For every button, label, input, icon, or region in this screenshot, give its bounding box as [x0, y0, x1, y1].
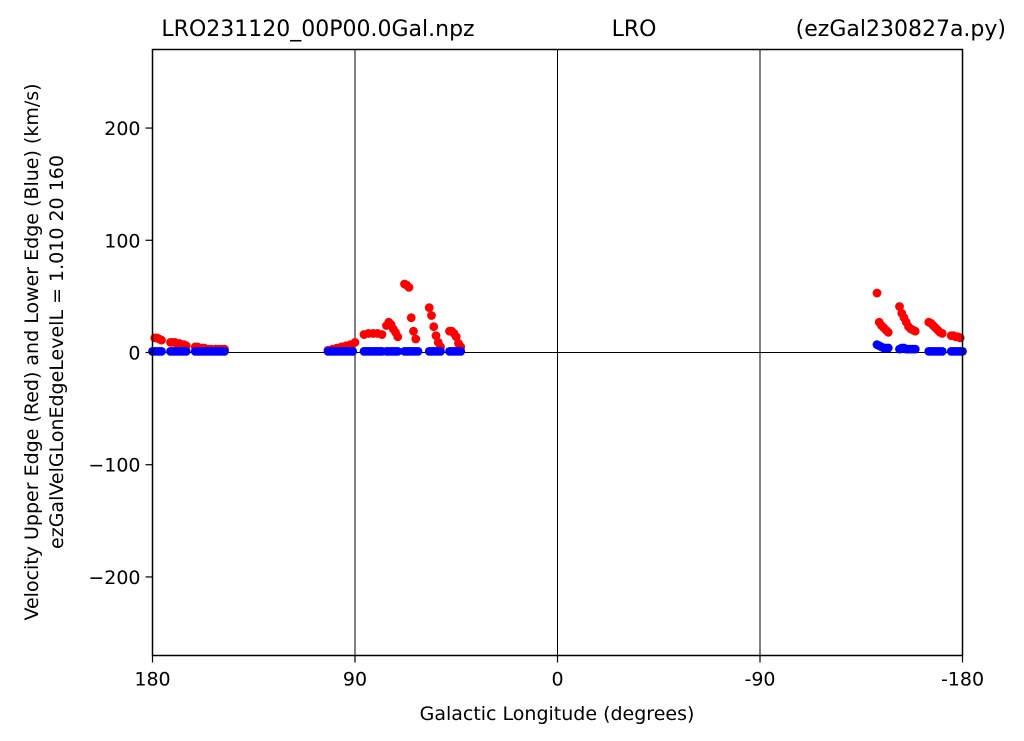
data-point — [350, 338, 360, 347]
axis-ticks: 180 90 0 -90 -180 200 100 0 −100 −200 — [88, 118, 984, 690]
x-tick-label: 90 — [343, 669, 367, 691]
data-point — [937, 329, 947, 338]
data-point — [436, 346, 445, 356]
data-point — [937, 346, 947, 356]
data-point — [406, 313, 416, 323]
title-script: (ezGal230827a.py) — [796, 17, 1006, 42]
data-point — [393, 346, 403, 356]
data-point — [181, 346, 191, 356]
data-point — [910, 326, 920, 336]
data-point — [955, 333, 965, 343]
data-point — [411, 334, 421, 344]
chart-title: LRO231120_00P00.0Gal.npz LRO (ezGal23082… — [161, 17, 1006, 42]
data-point — [872, 288, 882, 298]
data-point — [348, 346, 358, 356]
data-point — [220, 346, 229, 356]
data-point — [883, 327, 893, 337]
y-tick-label: −100 — [88, 455, 140, 477]
plot-frame — [151, 48, 964, 657]
x-axis-title: Galactic Longitude (degrees) — [420, 703, 695, 725]
data-point — [456, 346, 466, 356]
data-point — [157, 335, 166, 345]
title-filename: LRO231120_00P00.0Gal.npz — [161, 17, 474, 42]
data-point — [157, 346, 166, 356]
data-point — [883, 343, 893, 353]
title-station: LRO — [612, 17, 657, 42]
data-point — [427, 311, 436, 320]
x-tick-label: 0 — [551, 669, 563, 691]
y-axis-title-line2: ezGalVelGLonEdgeLevelL = 1.010 20 160 — [46, 155, 68, 549]
y-tick-label: −200 — [88, 567, 140, 589]
x-tick-label: -90 — [744, 669, 775, 691]
data-point — [431, 331, 441, 341]
x-tick-label: -180 — [941, 669, 984, 691]
y-tick-label: 200 — [104, 118, 140, 140]
data-point — [429, 322, 439, 332]
reference-lines — [152, 49, 963, 656]
y-tick-label: 100 — [104, 230, 140, 252]
x-tick-label: 180 — [134, 669, 170, 691]
data-point — [895, 302, 904, 311]
data-point — [393, 332, 403, 342]
data-point — [910, 344, 920, 354]
y-tick-label: 0 — [128, 343, 140, 365]
data-point — [413, 346, 423, 356]
data-point — [451, 332, 461, 342]
data-point — [404, 283, 414, 292]
data-point — [377, 330, 387, 339]
y-axis-title-line1: Velocity Upper Edge (Red) and Lower Edge… — [21, 83, 43, 620]
y-axis-title: Velocity Upper Edge (Red) and Lower Edge… — [21, 83, 68, 620]
data-point — [409, 326, 418, 336]
data-point — [424, 303, 434, 313]
